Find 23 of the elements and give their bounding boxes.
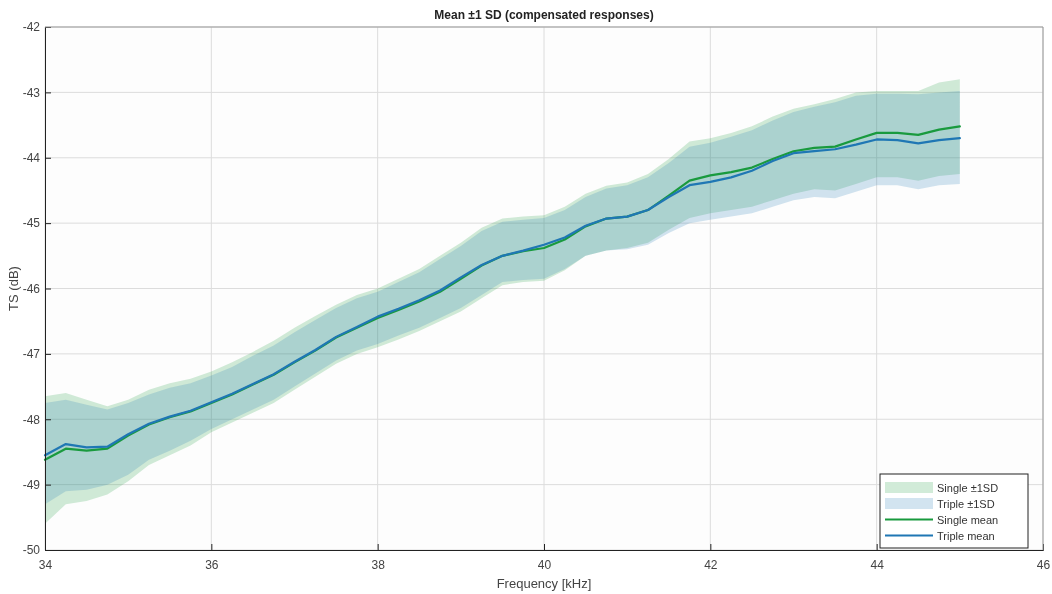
x-tick-label: 36 <box>205 557 219 572</box>
y-tick-label: -44 <box>22 151 41 166</box>
x-tick-label: 38 <box>371 557 386 572</box>
x-tick-label: 40 <box>537 557 552 572</box>
y-tick-label: -50 <box>22 543 41 558</box>
x-axis-title: Frequency [kHz] <box>496 576 592 591</box>
x-tick-label: 34 <box>38 557 53 572</box>
legend-label: Triple mean <box>937 530 995 542</box>
annotation: Single ±1SD <box>937 482 999 494</box>
x-tick-label: 42 <box>704 557 718 572</box>
legend-label: Single mean <box>937 514 999 526</box>
y-tick-label: -42 <box>22 20 41 35</box>
x-tick-label: 44 <box>870 557 885 572</box>
y-tick-label: -47 <box>22 347 41 362</box>
y-tick-label: -43 <box>22 85 41 100</box>
y-tick-label: -46 <box>22 281 41 296</box>
y-tick-label: -48 <box>22 412 41 427</box>
y-axis-title: TS (dB) <box>6 266 21 311</box>
x-tick-label: 46 <box>1036 557 1051 572</box>
annotation: Triple ±1SD <box>937 498 995 510</box>
y-tick-label: -45 <box>22 216 41 231</box>
chart-title: Mean ±1 SD (compensated responses) <box>434 8 654 22</box>
y-tick-label: -49 <box>22 477 41 492</box>
